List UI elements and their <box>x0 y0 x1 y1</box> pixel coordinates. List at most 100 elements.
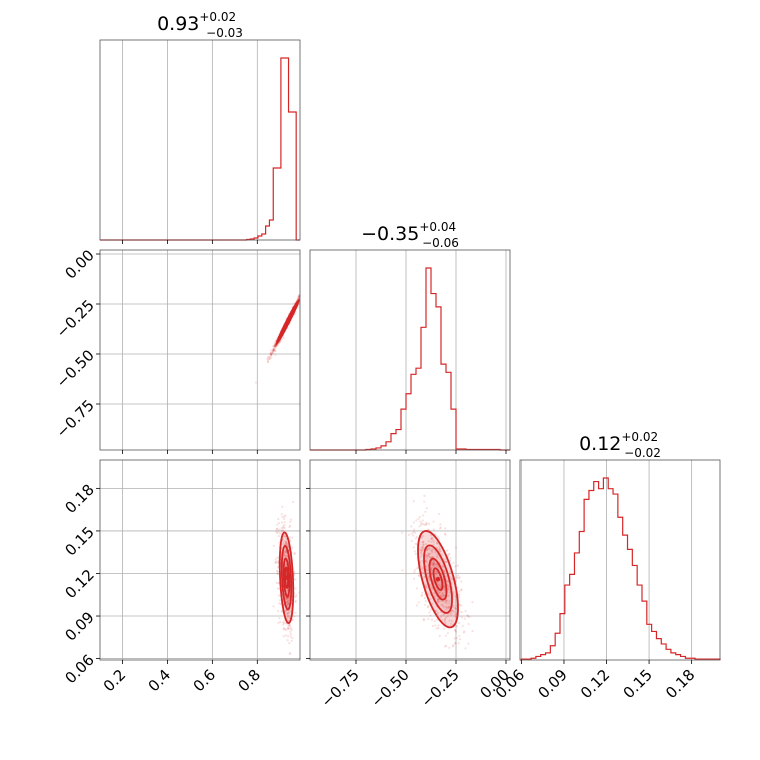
scatter-point <box>275 527 279 531</box>
scatter-point <box>286 611 289 615</box>
scatter-point <box>284 543 287 546</box>
scatter-point <box>273 349 276 352</box>
scatter-point <box>430 549 434 552</box>
scatter-point <box>304 288 306 290</box>
scatter-point <box>418 574 421 577</box>
scatter-point <box>284 562 287 566</box>
scatter-point <box>286 604 289 607</box>
scatter-point <box>428 552 431 555</box>
x-tick-label: −0.75 <box>318 666 363 711</box>
scatter-point <box>437 583 440 586</box>
scatter-point <box>274 344 277 347</box>
scatter-point <box>412 521 415 524</box>
scatter-point <box>286 600 290 603</box>
scatter-point <box>426 606 430 609</box>
scatter-point <box>417 601 420 604</box>
scatter-point <box>284 550 287 553</box>
scatter-point <box>277 621 280 625</box>
scatter-point <box>436 600 439 603</box>
scatter-point <box>283 551 286 554</box>
scatter-point <box>471 629 474 633</box>
scatter-point <box>428 579 431 582</box>
scatter-point <box>431 539 434 542</box>
scatter-point <box>284 634 288 637</box>
scatter-point <box>279 340 282 343</box>
scatter-point <box>283 521 286 524</box>
scatter-point <box>466 614 469 617</box>
scatter-point <box>422 523 425 526</box>
scatter-point <box>289 610 292 613</box>
scatter-point <box>420 522 423 525</box>
scatter-point <box>282 525 285 528</box>
scatter-point <box>464 647 467 650</box>
scatter-point <box>425 568 428 572</box>
scatter-point <box>302 292 304 294</box>
scatter-point <box>421 545 425 548</box>
scatter-point <box>286 616 290 619</box>
scatter-point <box>295 594 298 597</box>
scatter-point <box>442 596 445 599</box>
scatter-point <box>297 295 300 299</box>
scatter-point <box>412 534 415 537</box>
scatter-point <box>423 596 427 600</box>
scatter-point <box>268 356 271 359</box>
scatter-point <box>274 344 277 347</box>
scatter-point <box>439 526 442 529</box>
scatter-point <box>303 289 305 291</box>
scatter-point <box>453 614 456 617</box>
scatter-point <box>438 527 442 530</box>
scatter-point <box>454 630 458 633</box>
scatter-point <box>452 609 455 612</box>
scatter-point <box>422 543 425 546</box>
scatter-point <box>444 645 447 648</box>
scatter-point <box>282 526 285 529</box>
scatter-point <box>457 595 461 598</box>
scatter-point <box>289 626 292 629</box>
scatter-point <box>441 603 445 606</box>
scatter-point <box>274 344 277 348</box>
scatter-point <box>286 615 290 618</box>
scatter-point <box>427 593 430 596</box>
scatter-point <box>422 548 425 551</box>
scatter-point <box>287 612 290 615</box>
scatter-point <box>419 562 422 565</box>
scatter-point <box>291 618 295 621</box>
x-tick-label: 0.2 <box>100 666 130 696</box>
scatter-point <box>282 623 285 626</box>
scatter-point <box>273 342 276 345</box>
scatter-point <box>448 646 451 649</box>
scatter-point <box>436 611 439 614</box>
scatter-point <box>423 575 426 579</box>
scatter-point <box>303 288 305 290</box>
scatter-point <box>287 602 290 606</box>
scatter-point <box>272 348 275 352</box>
scatter-point <box>460 616 463 619</box>
scatter-point <box>443 620 446 623</box>
scatter-point <box>280 529 283 532</box>
scatter-point <box>417 574 420 577</box>
scatter-point <box>428 555 431 558</box>
scatter-point <box>283 523 286 526</box>
scatter-point <box>449 614 452 617</box>
title-param-2: −0.35+0.04 −0.06 <box>361 220 459 250</box>
scatter-point <box>435 609 438 612</box>
scatter-point <box>438 583 441 587</box>
scatter-point <box>432 563 435 566</box>
scatter-point <box>284 514 287 517</box>
scatter-point <box>452 662 454 664</box>
scatter-point <box>434 551 437 554</box>
scatter-point <box>428 611 431 614</box>
scatter-point <box>437 598 440 601</box>
scatter-point <box>447 587 450 591</box>
scatter-point <box>429 585 433 588</box>
scatter-point <box>428 553 431 556</box>
scatter-point <box>292 501 295 504</box>
scatter-point <box>447 594 451 597</box>
scatter-point <box>277 594 281 597</box>
scatter-point <box>453 637 456 640</box>
scatter-point <box>444 558 447 561</box>
scatter-point <box>297 297 300 300</box>
scatter-point <box>444 621 447 625</box>
y-tick-label: 0.18 <box>61 481 97 517</box>
scatter-point <box>254 381 257 384</box>
